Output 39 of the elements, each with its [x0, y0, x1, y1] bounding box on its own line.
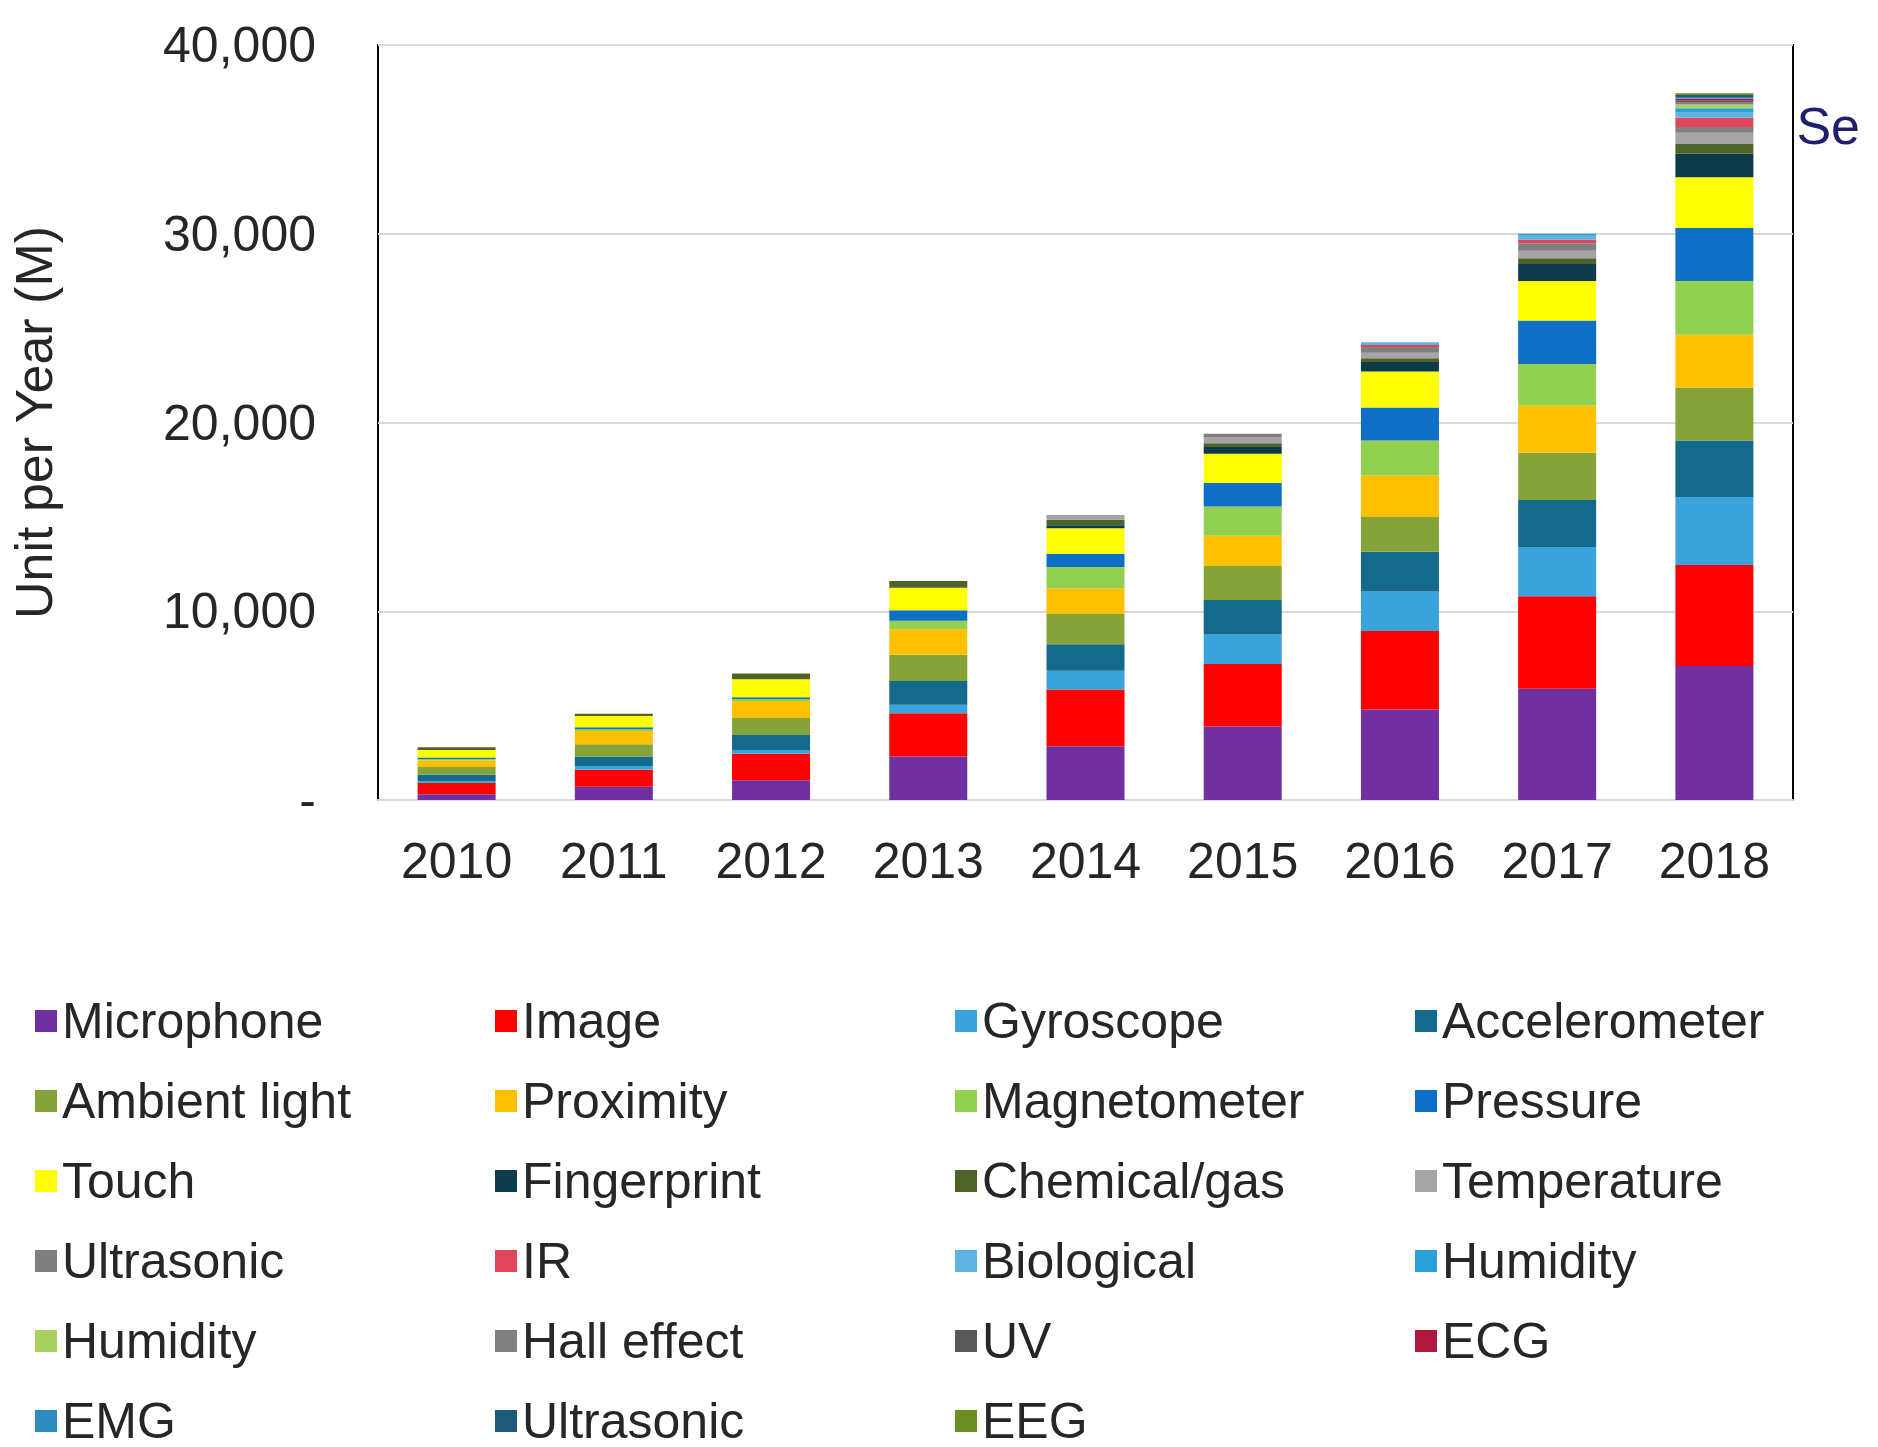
- legend-label: Ultrasonic: [62, 1233, 285, 1289]
- text: Se: [1796, 97, 1861, 155]
- legend-label: UV: [982, 1313, 1053, 1369]
- legend-label: Touch: [62, 1153, 196, 1209]
- x-tick-label: 2014: [1029, 833, 1142, 889]
- y-tick-label: -: [299, 772, 316, 828]
- y-axis-title: Unit per Year (M): [5, 225, 63, 620]
- x-tick-label: 2018: [1658, 833, 1771, 889]
- legend-label: EMG: [62, 1393, 176, 1447]
- legend-label: ECG: [1442, 1313, 1551, 1369]
- x-tick-label: 2013: [872, 833, 984, 889]
- x-tick-label: 2010: [400, 833, 513, 889]
- legend-label: Humidity: [62, 1313, 257, 1369]
- legend-label: IR: [522, 1233, 572, 1289]
- x-tick-label: 2012: [715, 833, 827, 889]
- y-tick-label: 40,000: [163, 17, 316, 73]
- legend-label: Chemical/gas: [982, 1153, 1285, 1209]
- y-tick-label: 30,000: [163, 205, 316, 262]
- legend-label: Proximity: [522, 1073, 728, 1129]
- legend-label: Image: [522, 993, 661, 1049]
- legend-label: Fingerprint: [522, 1153, 762, 1209]
- legend-label: Pressure: [1442, 1073, 1643, 1129]
- x-tick-label: 2016: [1344, 833, 1456, 889]
- legend-label: Humidity: [1442, 1233, 1637, 1289]
- y-tick-label: 10,000: [163, 583, 316, 640]
- y-tick-label: 20,000: [163, 394, 316, 451]
- legend-label: Gyroscope: [982, 993, 1224, 1049]
- legend-label: Hall effect: [522, 1313, 744, 1369]
- legend-label: EEG: [982, 1393, 1088, 1447]
- legend-label: Temperature: [1442, 1153, 1723, 1209]
- legend-label: Ambient light: [62, 1073, 352, 1129]
- legend-label: Ultrasonic: [522, 1393, 745, 1447]
- legend-label: Accelerometer: [1442, 993, 1765, 1049]
- legend-label: Microphone: [62, 993, 324, 1049]
- legend-label: Magnetometer: [982, 1073, 1305, 1129]
- x-tick-label: 2017: [1501, 833, 1613, 889]
- x-tick-label: 2015: [1187, 833, 1299, 889]
- x-tick-label: 2011: [560, 833, 668, 889]
- legend-label: Biological: [982, 1233, 1197, 1289]
